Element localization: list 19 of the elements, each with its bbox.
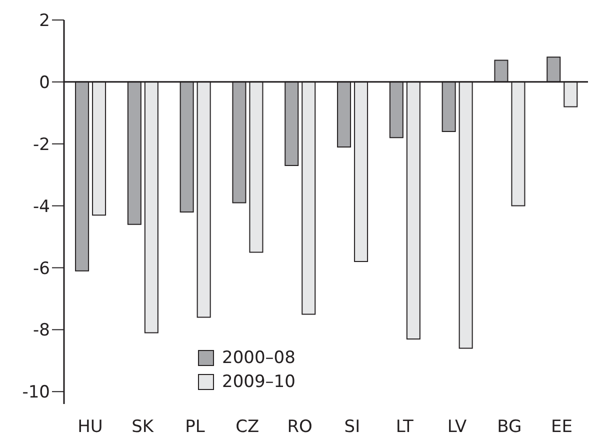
y-tick-label: -6 bbox=[33, 258, 50, 279]
x-tick-label: HU bbox=[78, 417, 103, 438]
y-tick-label: 2 bbox=[39, 11, 50, 32]
y-tick-label: -8 bbox=[33, 320, 50, 341]
y-tick-label: -2 bbox=[33, 134, 50, 155]
x-tick-label: PL bbox=[185, 417, 206, 438]
x-tick-label: LT bbox=[396, 417, 414, 438]
y-tick-label: -4 bbox=[33, 196, 50, 217]
x-tick-label: BG bbox=[497, 417, 522, 438]
x-tick-label: SI bbox=[344, 417, 360, 438]
x-tick-label: SK bbox=[132, 417, 154, 438]
x-tick-label: EE bbox=[551, 417, 573, 438]
x-tick-label: RO bbox=[287, 417, 312, 438]
x-tick-label: CZ bbox=[236, 417, 260, 438]
x-tick-label: LV bbox=[447, 417, 467, 438]
y-tick-label: -10 bbox=[22, 382, 50, 403]
legend-label: 2000–08 bbox=[221, 348, 296, 368]
y-tick-label: 0 bbox=[39, 72, 50, 93]
legend-label: 2009–10 bbox=[221, 372, 296, 392]
